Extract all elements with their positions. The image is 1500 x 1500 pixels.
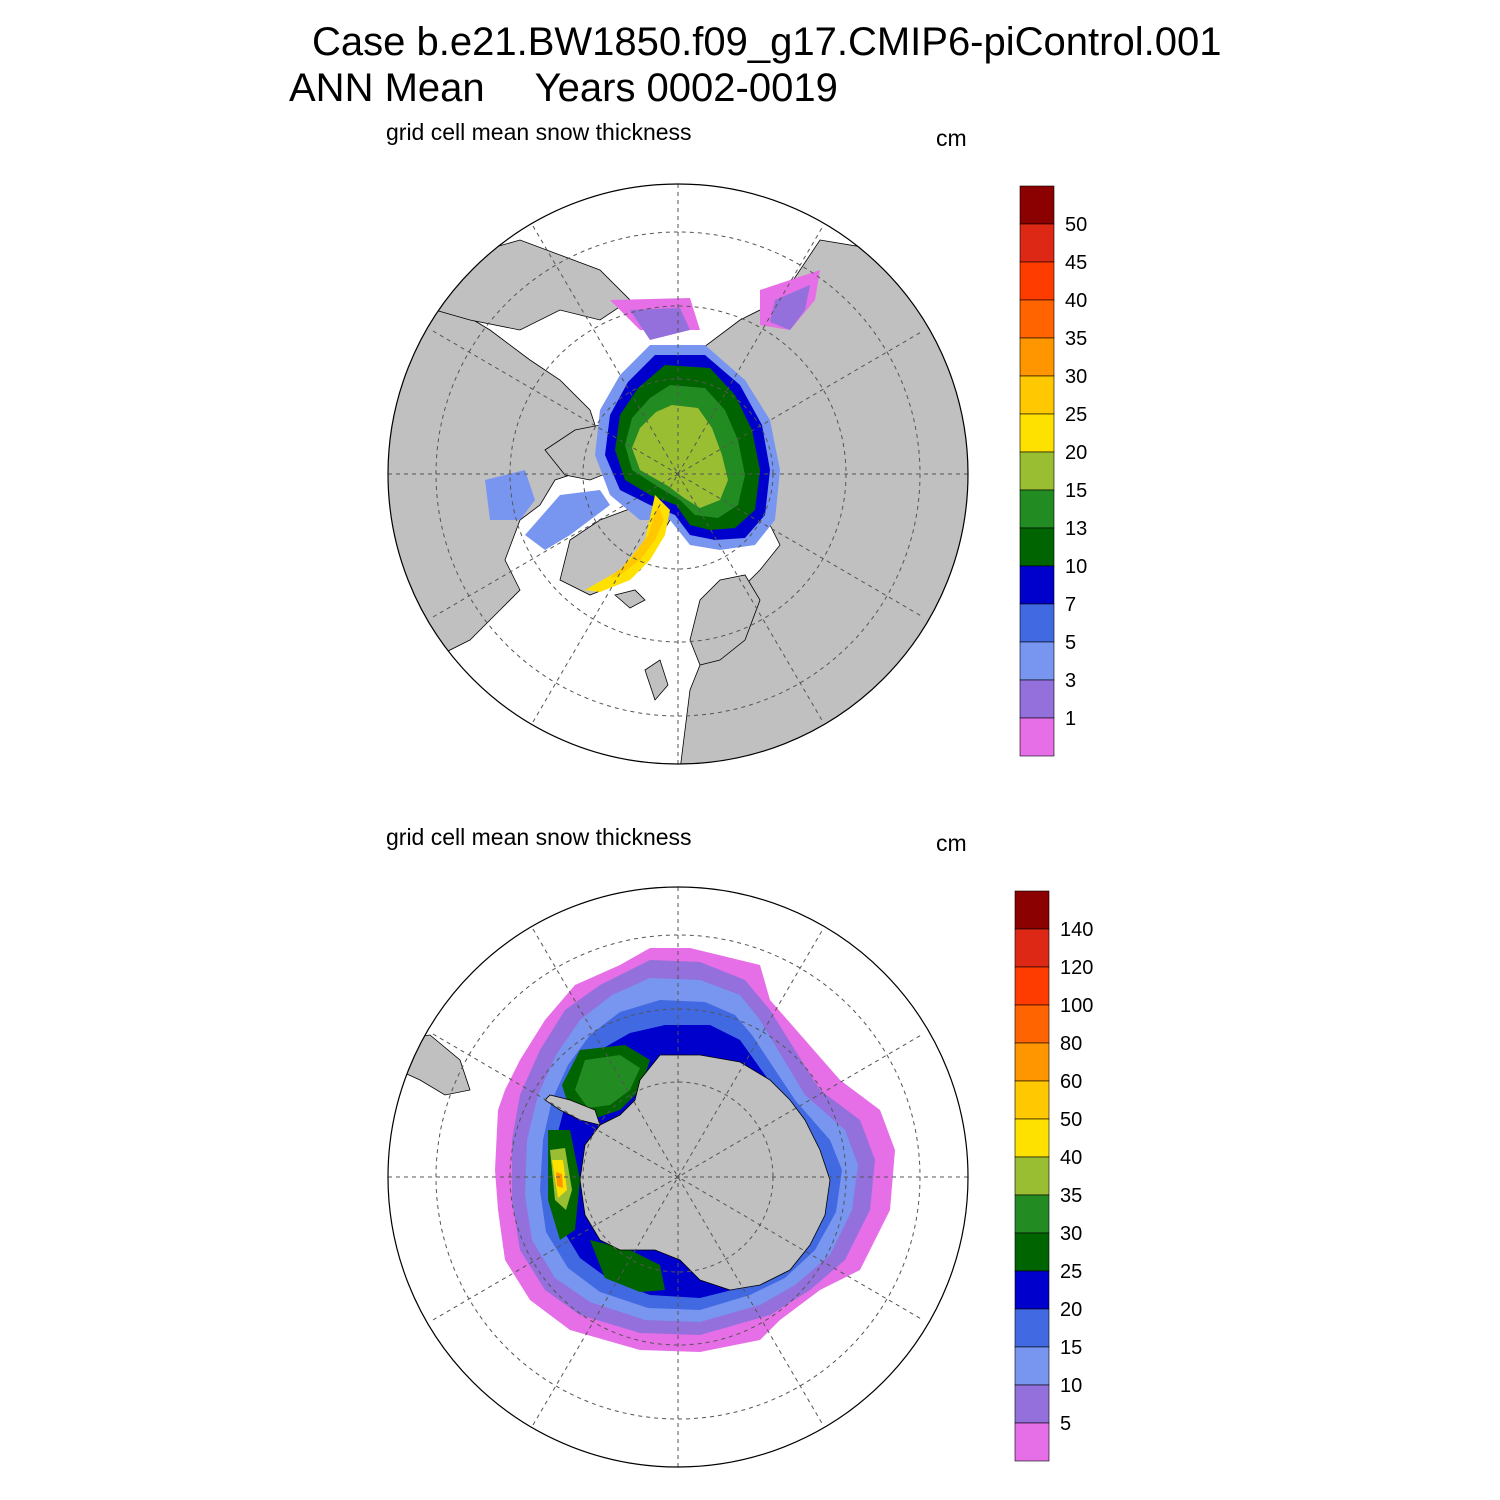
sh-contour-60cm	[556, 1172, 563, 1188]
sh-colorbar-box-1	[1014, 928, 1050, 968]
north-polar-map	[387, 183, 969, 765]
nh-colorbar-label-7: 15	[1065, 480, 1087, 502]
sh-contour-30cm-ross	[590, 1240, 665, 1292]
sh-colorbar-label-0: 140	[1060, 919, 1093, 941]
nh-map-border	[387, 183, 969, 765]
figure-title-line2: ANN Mean Years 0002-0019	[289, 68, 838, 108]
nh-colorbar-label-4: 30	[1065, 366, 1087, 388]
nh-colorbar-label-11: 5	[1065, 632, 1076, 654]
nh-contour-5cm-hudson	[485, 470, 535, 520]
nh-colorbar-box-3	[1019, 299, 1055, 339]
sh-colorbar-box-5	[1014, 1080, 1050, 1120]
nh-colorbar-box-13	[1019, 679, 1055, 719]
nh-graticule	[388, 184, 968, 764]
nh-contour-3cm	[630, 308, 690, 340]
sh-colorbar-label-11: 15	[1060, 1337, 1082, 1359]
sh-graticule	[388, 887, 968, 1467]
nh-colorbar-label-3: 35	[1065, 328, 1087, 350]
nh-colorbar-box-7	[1019, 451, 1055, 491]
nh-colorbar: 50 45 40 35 30 25 20 15 13 10 7 5 3 1	[1019, 185, 1087, 757]
sh-map-border	[387, 886, 969, 1468]
nh-colorbar-box-6	[1019, 413, 1055, 453]
nh-colorbar-label-2: 40	[1065, 290, 1087, 312]
sh-contour-35cm	[575, 1055, 640, 1108]
nh-contour-5cm-baffin	[525, 490, 610, 550]
nh-contour-15cm	[632, 405, 728, 508]
sh-colorbar-box-0	[1014, 890, 1050, 930]
sh-colorbar-box-4	[1014, 1042, 1050, 1082]
sh-colorbar: 140 120 100 80 60 50 40 35 30 25 20 15 10 5	[1014, 890, 1093, 1462]
nh-colorbar-box-9	[1019, 527, 1055, 567]
nh-colorbar-box-1	[1019, 223, 1055, 263]
sh-colorbar-label-10: 20	[1060, 1299, 1082, 1321]
nh-colorbar-label-8: 13	[1065, 518, 1087, 540]
nh-contour-3cm-bering	[770, 285, 810, 330]
sh-colorbar-box-10	[1014, 1270, 1050, 1310]
sh-colorbar-box-12	[1014, 1346, 1050, 1386]
nh-colorbar-box-2	[1019, 261, 1055, 301]
sh-colorbar-label-13: 5	[1060, 1413, 1071, 1435]
sh-colorbar-label-12: 10	[1060, 1375, 1082, 1397]
sh-colorbar-label-3: 80	[1060, 1033, 1082, 1055]
sh-panel-title: grid cell mean snow thickness	[386, 824, 692, 850]
nh-colorbar-box-0	[1019, 185, 1055, 225]
nh-colorbar-box-8	[1019, 489, 1055, 529]
nh-colorbar-label-9: 10	[1065, 556, 1087, 578]
nh-contour-20cm	[585, 495, 670, 592]
nh-colorbar-label-6: 20	[1065, 442, 1087, 464]
sh-colorbar-box-7	[1014, 1156, 1050, 1196]
sh-colorbar-box-11	[1014, 1308, 1050, 1348]
sh-colorbar-box-8	[1014, 1194, 1050, 1234]
nh-panel-title: grid cell mean snow thickness	[386, 119, 692, 145]
nh-colorbar-label-10: 7	[1065, 594, 1076, 616]
nh-colorbar-box-4	[1019, 337, 1055, 377]
sh-colorbar-box-14	[1014, 1422, 1050, 1462]
nh-colorbar-box-11	[1019, 603, 1055, 643]
nh-land-scandinavia	[689, 574, 761, 666]
sh-land-antarctic-peninsula	[544, 1094, 601, 1126]
sh-colorbar-label-4: 60	[1060, 1071, 1082, 1093]
south-polar-map	[387, 886, 969, 1468]
nh-colorbar-label-12: 3	[1065, 670, 1076, 692]
sh-colorbar-box-3	[1014, 1004, 1050, 1044]
figure-title-line1: Case b.e21.BW1850.f09_g17.CMIP6-piContro…	[312, 20, 1222, 64]
nh-colorbar-label-5: 25	[1065, 404, 1087, 426]
season-label: ANN Mean	[289, 66, 485, 110]
nh-colorbar-box-12	[1019, 641, 1055, 681]
nh-contour-25cm	[610, 505, 664, 578]
sh-colorbar-label-1: 120	[1060, 957, 1093, 979]
nh-units-label: cm	[936, 125, 967, 151]
sh-colorbar-label-8: 30	[1060, 1223, 1082, 1245]
sh-colorbar-box-2	[1014, 966, 1050, 1006]
nh-colorbar-label-0: 50	[1065, 214, 1087, 236]
years-label: Years 0002-0019	[534, 66, 838, 110]
sh-colorbar-label-9: 25	[1060, 1261, 1082, 1283]
sh-colorbar-box-6	[1014, 1118, 1050, 1158]
sh-land-antarctica	[579, 1054, 831, 1291]
sh-colorbar-label-5: 50	[1060, 1109, 1082, 1131]
sh-colorbar-label-7: 35	[1060, 1185, 1082, 1207]
nh-colorbar-label-13: 1	[1065, 708, 1076, 730]
sh-colorbar-label-6: 40	[1060, 1147, 1082, 1169]
nh-colorbar-box-10	[1019, 565, 1055, 605]
nh-colorbar-box-14	[1019, 717, 1055, 757]
sh-units-label: cm	[936, 830, 967, 856]
nh-land-british-isles	[644, 659, 669, 701]
nh-land-iceland	[614, 589, 646, 609]
sh-colorbar-label-2: 100	[1060, 995, 1093, 1017]
nh-colorbar-label-1: 45	[1065, 252, 1087, 274]
sh-colorbar-box-9	[1014, 1232, 1050, 1272]
sh-colorbar-box-13	[1014, 1384, 1050, 1424]
nh-colorbar-box-5	[1019, 375, 1055, 415]
